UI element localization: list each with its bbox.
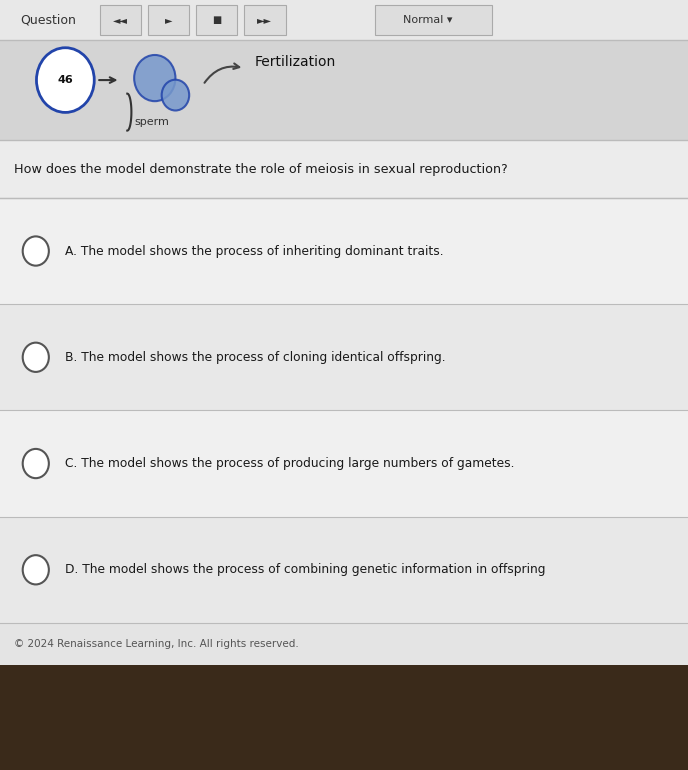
Bar — [0, 0, 688, 40]
Bar — [0, 40, 688, 140]
Text: ►►: ►► — [257, 15, 272, 25]
Text: ►: ► — [165, 15, 172, 25]
Circle shape — [134, 55, 175, 101]
Text: D. The model shows the process of combining genetic information in offspring: D. The model shows the process of combin… — [65, 564, 546, 576]
Text: A. The model shows the process of inheriting dominant traits.: A. The model shows the process of inheri… — [65, 245, 444, 257]
Bar — [0, 410, 688, 517]
Bar — [0, 665, 688, 770]
Bar — [148, 5, 189, 35]
Circle shape — [36, 48, 94, 112]
Text: Normal ▾: Normal ▾ — [403, 15, 452, 25]
Text: B. The model shows the process of cloning identical offspring.: B. The model shows the process of clonin… — [65, 351, 446, 363]
Bar — [0, 517, 688, 623]
Bar — [244, 5, 286, 35]
Bar — [0, 304, 688, 410]
Bar — [375, 5, 492, 35]
Circle shape — [162, 80, 189, 110]
Circle shape — [23, 343, 49, 372]
Text: C. The model shows the process of producing large numbers of gametes.: C. The model shows the process of produc… — [65, 457, 515, 470]
Bar — [0, 140, 688, 198]
Circle shape — [23, 449, 49, 478]
Text: sperm: sperm — [134, 117, 169, 127]
Circle shape — [23, 555, 49, 584]
Bar — [100, 5, 141, 35]
Text: How does the model demonstrate the role of meiosis in sexual reproduction?: How does the model demonstrate the role … — [14, 162, 508, 176]
Text: Fertilization: Fertilization — [255, 55, 336, 69]
Text: 46: 46 — [58, 75, 73, 85]
Circle shape — [23, 236, 49, 266]
Text: © 2024 Renaissance Learning, Inc. All rights reserved.: © 2024 Renaissance Learning, Inc. All ri… — [14, 639, 299, 649]
Text: ■: ■ — [212, 15, 222, 25]
Bar — [0, 623, 688, 665]
Text: Question: Question — [21, 14, 76, 26]
Bar — [196, 5, 237, 35]
Bar — [0, 198, 688, 304]
Text: ◄◄: ◄◄ — [113, 15, 128, 25]
